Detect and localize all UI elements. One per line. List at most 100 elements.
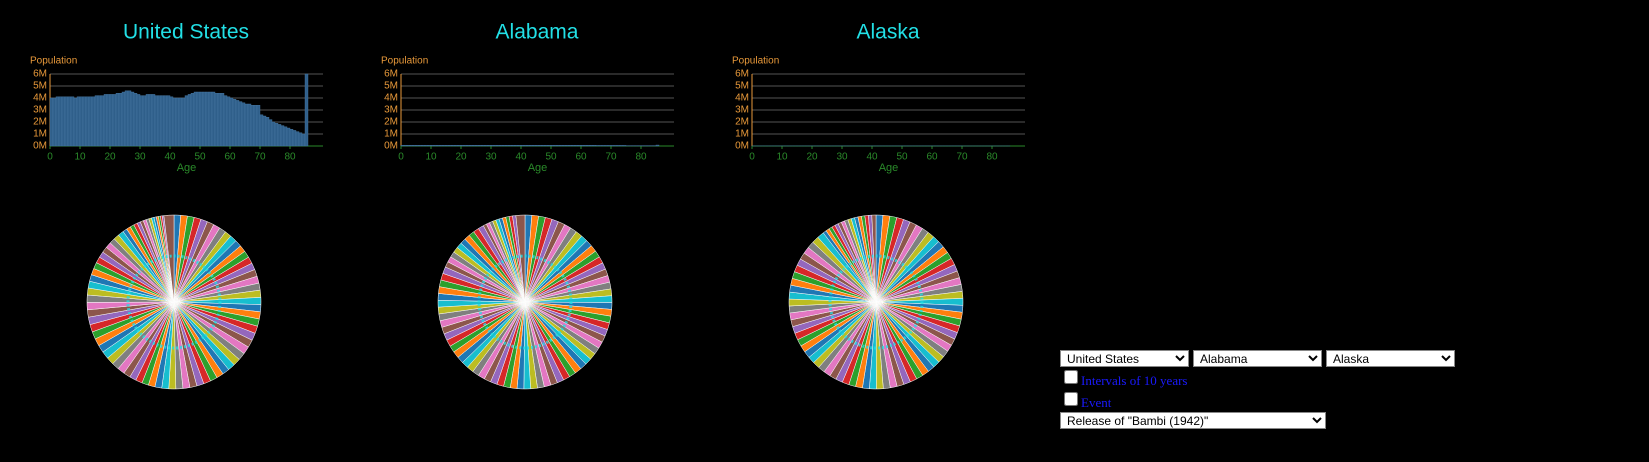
bar bbox=[499, 145, 504, 147]
y-tick-label: 6M bbox=[735, 69, 749, 80]
bar bbox=[427, 145, 432, 147]
bar bbox=[586, 145, 591, 147]
pie-slice bbox=[871, 214, 877, 303]
bar bbox=[103, 94, 108, 147]
bar bbox=[613, 145, 618, 147]
bar bbox=[157, 95, 162, 147]
bar bbox=[400, 145, 405, 147]
bar bbox=[436, 145, 441, 147]
bar bbox=[553, 145, 558, 147]
bar bbox=[610, 145, 615, 147]
checkbox-label: Intervals of 10 years bbox=[1081, 373, 1188, 388]
bar bbox=[403, 145, 408, 147]
bar bbox=[505, 145, 510, 147]
bar bbox=[88, 96, 93, 147]
y-tick-label: 1M bbox=[735, 129, 749, 140]
checkbox-label: Event bbox=[1081, 395, 1112, 410]
bar bbox=[604, 145, 609, 147]
bar bbox=[583, 145, 588, 147]
x-tick-label: 0 bbox=[47, 152, 53, 163]
bar bbox=[139, 95, 144, 147]
pie-slice bbox=[163, 214, 175, 303]
x-tick-label: 50 bbox=[896, 152, 908, 163]
bar bbox=[85, 96, 90, 147]
bar bbox=[463, 145, 468, 147]
x-tick-label: 0 bbox=[398, 152, 404, 163]
bar bbox=[160, 95, 165, 147]
bar bbox=[106, 94, 111, 147]
x-tick-label: 10 bbox=[425, 152, 437, 163]
x-tick-label: 60 bbox=[575, 152, 587, 163]
charts: United StatesPopulationAge0M1M2M3M4M5M6M… bbox=[30, 21, 1025, 390]
bar bbox=[94, 95, 99, 147]
bar bbox=[481, 145, 486, 147]
bar bbox=[655, 144, 660, 147]
bar bbox=[184, 95, 189, 147]
x-tick-label: 20 bbox=[104, 152, 116, 163]
y-tick-label: 5M bbox=[384, 81, 398, 92]
bar bbox=[295, 131, 300, 147]
x-tick-label: 70 bbox=[605, 152, 617, 163]
x-tick-label: 0 bbox=[749, 152, 755, 163]
bar bbox=[544, 145, 549, 147]
bar bbox=[607, 145, 612, 147]
bar bbox=[538, 145, 543, 147]
y-tick-label: 3M bbox=[33, 105, 47, 116]
country-select-3[interactable]: Alaska bbox=[1326, 350, 1455, 367]
bar bbox=[133, 92, 138, 147]
bar bbox=[202, 91, 207, 147]
bar bbox=[100, 95, 105, 147]
y-tick-label: 2M bbox=[33, 117, 47, 128]
y-tick-label: 3M bbox=[735, 105, 749, 116]
bar bbox=[517, 145, 522, 147]
bar bbox=[511, 145, 516, 147]
y-tick-label: 6M bbox=[33, 69, 47, 80]
y-axis-label: Population bbox=[30, 56, 77, 67]
bar bbox=[421, 145, 426, 147]
x-tick-label: 40 bbox=[164, 152, 176, 163]
event-checkbox[interactable] bbox=[1064, 392, 1078, 406]
bar bbox=[232, 98, 237, 147]
bar bbox=[229, 97, 234, 147]
bar bbox=[109, 94, 114, 147]
bar bbox=[124, 90, 129, 147]
bar bbox=[415, 145, 420, 147]
bar bbox=[526, 145, 531, 147]
y-tick-label: 5M bbox=[33, 81, 47, 92]
bar bbox=[412, 145, 417, 147]
bar bbox=[265, 116, 270, 147]
bar bbox=[466, 145, 471, 147]
country-select-2[interactable]: Alabama bbox=[1193, 350, 1322, 367]
y-tick-label: 2M bbox=[735, 117, 749, 128]
bar bbox=[178, 97, 183, 147]
chart-title: United States bbox=[123, 21, 249, 44]
bar bbox=[115, 92, 120, 147]
bar bbox=[163, 95, 168, 147]
y-tick-label: 4M bbox=[33, 93, 47, 104]
x-tick-label: 80 bbox=[635, 152, 647, 163]
bar bbox=[475, 145, 480, 147]
bar bbox=[595, 145, 600, 147]
bar bbox=[256, 104, 261, 147]
pie-label-ring bbox=[828, 254, 924, 350]
bar bbox=[238, 101, 243, 147]
intervals-checkbox[interactable] bbox=[1064, 370, 1078, 384]
country-select-1[interactable]: United States bbox=[1060, 350, 1189, 367]
bar bbox=[112, 94, 117, 147]
bar bbox=[598, 145, 603, 147]
bar bbox=[619, 145, 624, 147]
bar bbox=[175, 97, 180, 147]
x-tick-label: 50 bbox=[194, 152, 206, 163]
event-select[interactable]: Release of "Bambi (1942)" bbox=[1060, 412, 1326, 429]
bar bbox=[241, 102, 246, 147]
bar bbox=[154, 95, 159, 147]
bar bbox=[301, 133, 306, 147]
y-axis-label: Population bbox=[381, 56, 428, 67]
bar bbox=[76, 96, 81, 147]
x-tick-label: 60 bbox=[224, 152, 236, 163]
bar bbox=[208, 91, 213, 147]
bar bbox=[91, 96, 96, 147]
x-axis-label: Age bbox=[177, 162, 197, 174]
bar bbox=[577, 145, 582, 147]
